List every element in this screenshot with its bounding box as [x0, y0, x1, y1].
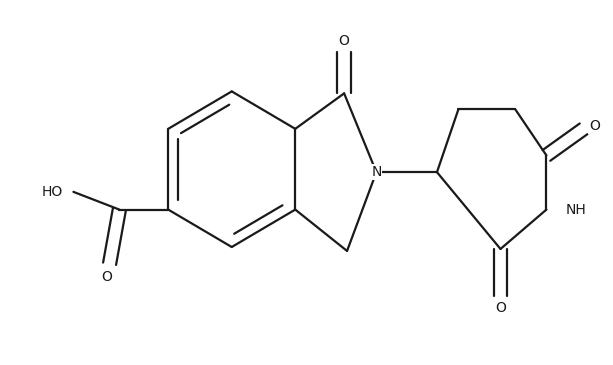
Text: NH: NH [566, 203, 587, 216]
Text: O: O [589, 119, 600, 133]
Text: O: O [101, 270, 112, 284]
Text: N: N [371, 165, 381, 179]
Text: HO: HO [42, 185, 63, 199]
Text: O: O [339, 34, 349, 48]
Text: O: O [495, 301, 506, 315]
